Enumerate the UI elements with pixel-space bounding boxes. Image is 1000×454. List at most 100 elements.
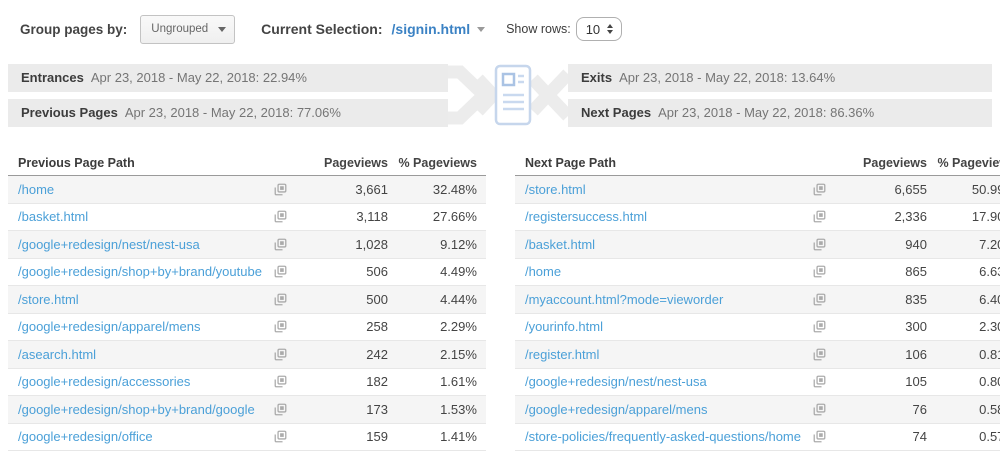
page-path-link[interactable]: /basket.html: [18, 209, 89, 225]
table-row: /myaccount.html?mode=vieworder 835 6.40%: [514, 286, 1000, 314]
table-row: /google+redesign/office 159 1.41%: [8, 424, 486, 451]
open-in-new-icon[interactable]: [813, 210, 826, 223]
open-in-new-icon[interactable]: [813, 403, 826, 416]
previous-pages-bar: Previous Pages Apr 23, 2018 - May 22, 20…: [8, 98, 448, 127]
page-path-link[interactable]: /google+redesign/apparel/mens: [524, 401, 708, 417]
table-row: /home 3,661 32.48%: [8, 176, 486, 204]
entrances-label: Entrances: [21, 70, 84, 85]
up-down-spinner-icon: [607, 24, 614, 34]
current-selection-dropdown[interactable]: /signin.html: [392, 21, 486, 37]
open-in-new-icon[interactable]: [274, 348, 287, 361]
funnel-right-column: Exits Apr 23, 2018 - May 22, 2018: 13.64…: [568, 63, 992, 127]
next-pages-label: Next Pages: [581, 105, 652, 120]
current-selection-label: Current Selection:: [261, 21, 383, 37]
column-header-previous-page-path: Previous Page Path: [18, 155, 135, 170]
open-in-new-icon[interactable]: [274, 210, 287, 223]
caret-down-icon: [477, 26, 486, 32]
page-path-link[interactable]: /register.html: [524, 346, 600, 362]
current-selection-value: /signin.html: [391, 21, 471, 37]
entrances-detail: Apr 23, 2018 - May 22, 2018: 22.94%: [90, 70, 307, 85]
pct-pageviews-value: 1.41%: [440, 429, 477, 445]
table-row: /store.html 500 4.44%: [8, 286, 486, 314]
page-path-link[interactable]: /google+redesign/accessories: [18, 374, 191, 390]
table-row: /google+redesign/shop+by+brand/google 17…: [8, 396, 486, 424]
page-path-link[interactable]: /registersuccess.html: [524, 209, 648, 225]
pct-pageviews-value: 0.58%: [979, 401, 1000, 417]
page-path-link[interactable]: /google+redesign/office: [18, 429, 153, 445]
open-in-new-icon[interactable]: [274, 403, 287, 416]
pct-pageviews-value: 27.66%: [432, 209, 477, 225]
pageviews-value: 106: [905, 346, 927, 362]
open-in-new-icon[interactable]: [813, 238, 826, 251]
pageviews-value: 74: [912, 429, 927, 445]
page-path-link[interactable]: /google+redesign/nest/nest-usa: [524, 374, 707, 390]
show-rows-value: 10: [585, 21, 601, 37]
pct-pageviews-value: 2.30%: [979, 319, 1000, 335]
page-path-link[interactable]: /google+redesign/nest/nest-usa: [18, 236, 200, 252]
pageviews-value: 3,118: [356, 209, 388, 225]
pct-pageviews-value: 9.12%: [440, 236, 477, 252]
pageviews-value: 300: [905, 319, 927, 335]
pageviews-value: 1,028: [355, 236, 388, 252]
page-path-link[interactable]: /store-policies/frequently-asked-questio…: [524, 429, 801, 445]
page-path-link[interactable]: /basket.html: [524, 236, 596, 252]
table-row: /google+redesign/accessories 182 1.61%: [8, 369, 486, 396]
table-row: /store.html 6,655 50.99%: [514, 176, 1000, 204]
pct-pageviews-value: 4.49%: [440, 264, 477, 280]
page-path-link[interactable]: /store.html: [524, 181, 586, 197]
exits-detail: Apr 23, 2018 - May 22, 2018: 13.64%: [619, 70, 836, 85]
tables-area: Previous Page Path Pageviews % Pageviews…: [8, 150, 1000, 451]
show-rows-label: Show rows:: [506, 22, 571, 36]
table-row: /basket.html 940 7.20%: [514, 231, 1000, 259]
pct-pageviews-value: 50.99%: [971, 181, 1000, 197]
pageviews-value: 242: [366, 346, 388, 362]
table-row: /store-policies/frequently-asked-questio…: [514, 424, 1000, 451]
page-path-link[interactable]: /google+redesign/shop+by+brand/google: [18, 401, 255, 417]
pageviews-value: 173: [366, 401, 388, 417]
table-row: /google+redesign/nest/nest-usa 1,028 9.1…: [8, 231, 486, 259]
open-in-new-icon[interactable]: [274, 430, 287, 443]
open-in-new-icon[interactable]: [813, 348, 826, 361]
next-pages-bar: Next Pages Apr 23, 2018 - May 22, 2018: …: [568, 98, 992, 127]
page-path-link[interactable]: /myaccount.html?mode=vieworder: [524, 291, 724, 307]
column-header-pct-pageviews: % Pageviews: [937, 155, 1000, 170]
page-path-link[interactable]: /store.html: [18, 291, 79, 307]
pageviews-value: 835: [905, 291, 927, 307]
page-path-link[interactable]: /asearch.html: [18, 346, 97, 362]
open-in-new-icon[interactable]: [813, 293, 826, 306]
page-path-link[interactable]: /home: [524, 264, 562, 280]
page-path-link[interactable]: /google+redesign/apparel/mens: [18, 319, 201, 335]
open-in-new-icon[interactable]: [813, 375, 826, 388]
table-row: /google+redesign/shop+by+brand/youtube 5…: [8, 259, 486, 286]
table-row: /asearch.html 242 2.15%: [8, 341, 486, 369]
pct-pageviews-value: 1.61%: [440, 374, 477, 390]
next-table-body: /store.html 6,655 50.99% /registersucces…: [514, 176, 1000, 451]
open-in-new-icon[interactable]: [274, 375, 287, 388]
entrances-bar: Entrances Apr 23, 2018 - May 22, 2018: 2…: [8, 63, 448, 92]
page-path-link[interactable]: /yourinfo.html: [524, 319, 603, 335]
open-in-new-icon[interactable]: [274, 265, 287, 278]
open-in-new-icon[interactable]: [813, 265, 826, 278]
open-in-new-icon[interactable]: [274, 238, 287, 251]
funnel-arrows-and-document-icon: [448, 64, 568, 126]
pct-pageviews-value: 2.15%: [440, 346, 477, 362]
table-row: /basket.html 3,118 27.66%: [8, 204, 486, 231]
pageviews-value: 258: [366, 319, 388, 335]
show-rows-select[interactable]: 10: [575, 17, 622, 41]
table-row: /home 865 6.63%: [514, 259, 1000, 286]
table-row: /register.html 106 0.81%: [514, 341, 1000, 369]
page-path-link[interactable]: /google+redesign/shop+by+brand/youtube: [18, 264, 262, 280]
open-in-new-icon[interactable]: [813, 430, 826, 443]
open-in-new-icon[interactable]: [274, 293, 287, 306]
group-pages-by-label: Group pages by:: [20, 21, 128, 37]
open-in-new-icon[interactable]: [274, 320, 287, 333]
pageviews-value: 76: [912, 401, 927, 417]
open-in-new-icon[interactable]: [274, 183, 287, 196]
pageviews-value: 2,336: [894, 209, 927, 225]
page-path-link[interactable]: /home: [18, 181, 55, 197]
open-in-new-icon[interactable]: [813, 183, 826, 196]
column-header-pct-pageviews: % Pageviews: [398, 155, 477, 170]
group-pages-dropdown-value: Ungrouped: [151, 23, 209, 35]
open-in-new-icon[interactable]: [813, 320, 826, 333]
group-pages-dropdown[interactable]: Ungrouped: [140, 14, 236, 44]
